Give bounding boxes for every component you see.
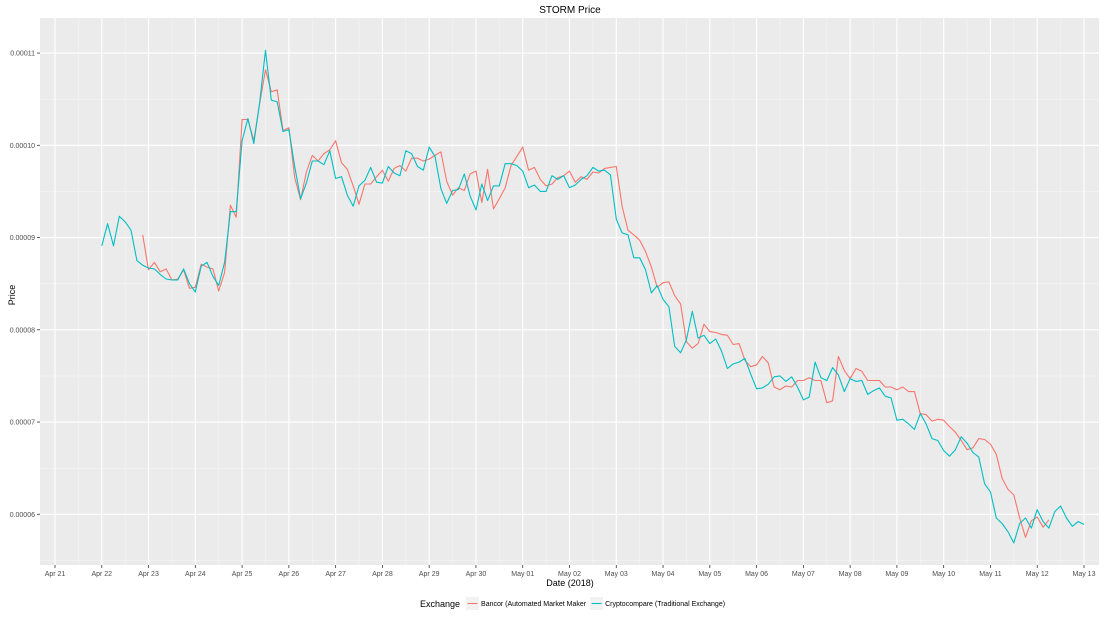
x-tick-label: Apr 26: [279, 571, 300, 578]
x-tick-label: May 11: [979, 571, 1002, 578]
y-tick-label: 0.00011: [10, 51, 35, 58]
y-tick-label: 0.00010: [10, 143, 35, 150]
x-tick-label: Apr 25: [232, 571, 253, 578]
series-layer: [101, 49, 1085, 544]
x-tick-label: May 01: [511, 571, 534, 578]
legend-items: Bancor (Automated Market Maker Cryptocomp…: [466, 597, 725, 610]
y-axis: 0.00006 0.00007 0.00008 0.00009 0.00010 0.000…: [10, 51, 40, 519]
x-tick-label: Apr 24: [185, 571, 206, 578]
x-tick-label: Apr 30: [466, 571, 487, 578]
x-tick-label: May 09: [885, 571, 908, 578]
x-tick-label: Apr 27: [325, 571, 346, 578]
x-tick-label: May 04: [652, 571, 675, 578]
legend-item: Cryptocompare (Traditional Exchange): [590, 597, 725, 610]
series-line-0: [142, 69, 1050, 538]
x-tick-label: May 05: [698, 571, 721, 578]
x-axis: Apr 21 Apr 22 Apr 23 Apr 24 Apr 25 Apr 26 Apr …: [45, 565, 1096, 578]
y-tick-label: 0.00006: [10, 512, 35, 519]
x-tick-label: May 07: [792, 571, 815, 578]
y-tick-label: 0.00009: [10, 235, 35, 242]
legend-label: Cryptocompare (Traditional Exchange): [605, 601, 725, 608]
x-tick-label: May 10: [932, 571, 955, 578]
x-tick-label: Apr 23: [138, 571, 159, 578]
x-tick-label: May 03: [605, 571, 628, 578]
series-line-1: [101, 49, 1085, 544]
x-axis-label: Date (2018): [546, 578, 594, 588]
x-tick-label: May 13: [1073, 571, 1096, 578]
x-tick-label: Apr 21: [45, 571, 66, 578]
legend-label: Bancor (Automated Market Maker: [481, 601, 587, 608]
x-tick-label: May 06: [745, 571, 768, 578]
legend: Exchange Bancor (Automated Market Maker C…: [420, 597, 725, 610]
x-tick-label: Apr 28: [372, 571, 393, 578]
legend-title: Exchange: [420, 599, 460, 609]
chart-title: STORM Price: [539, 5, 601, 16]
legend-item: Bancor (Automated Market Maker: [466, 597, 587, 610]
x-tick-label: Apr 22: [91, 571, 112, 578]
y-tick-label: 0.00008: [10, 327, 35, 334]
x-tick-label: May 02: [558, 571, 581, 578]
x-tick-label: May 12: [1026, 571, 1049, 578]
y-tick-label: 0.00007: [10, 420, 35, 427]
grid-major: [40, 18, 1099, 565]
x-tick-label: Apr 29: [419, 571, 440, 578]
y-axis-label: Price: [7, 285, 17, 306]
x-tick-label: May 08: [839, 571, 862, 578]
